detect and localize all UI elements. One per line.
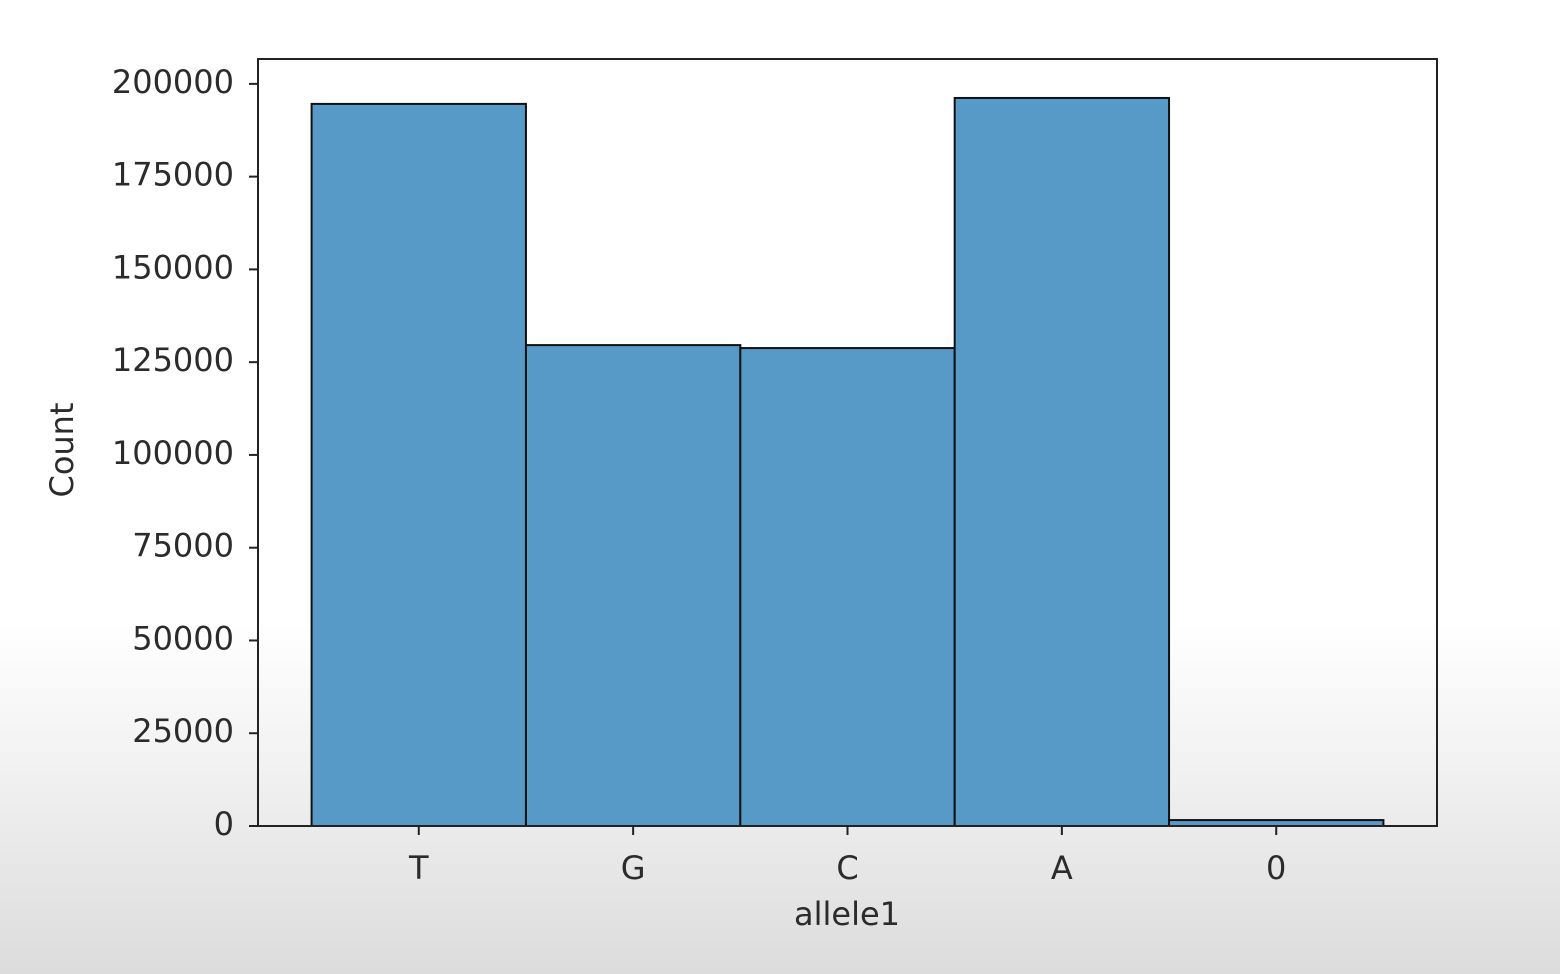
y-tick-label: 200000 [112, 63, 234, 101]
bar [953, 96, 1171, 827]
y-tick-label: 75000 [132, 527, 234, 565]
bar [524, 344, 742, 827]
y-tick-label: 175000 [112, 156, 234, 194]
x-tick-label: A [1051, 849, 1073, 887]
y-axis-label: Count [43, 402, 81, 497]
y-tick-label: 100000 [112, 434, 234, 472]
x-tick-label: G [621, 849, 646, 887]
x-tick-label: T [408, 849, 429, 887]
bar [310, 102, 527, 828]
y-tick-label: 0 [214, 805, 234, 843]
x-axis-label: allele1 [794, 895, 900, 933]
y-tick-label: 25000 [132, 712, 234, 750]
bar [739, 347, 956, 827]
y-tick-label: 50000 [132, 619, 234, 657]
x-tick-label: C [836, 849, 858, 887]
y-tick-label: 150000 [112, 248, 234, 286]
x-tick-label: 0 [1266, 849, 1286, 887]
plot-frame [257, 58, 1438, 827]
y-tick-label: 125000 [112, 341, 234, 379]
